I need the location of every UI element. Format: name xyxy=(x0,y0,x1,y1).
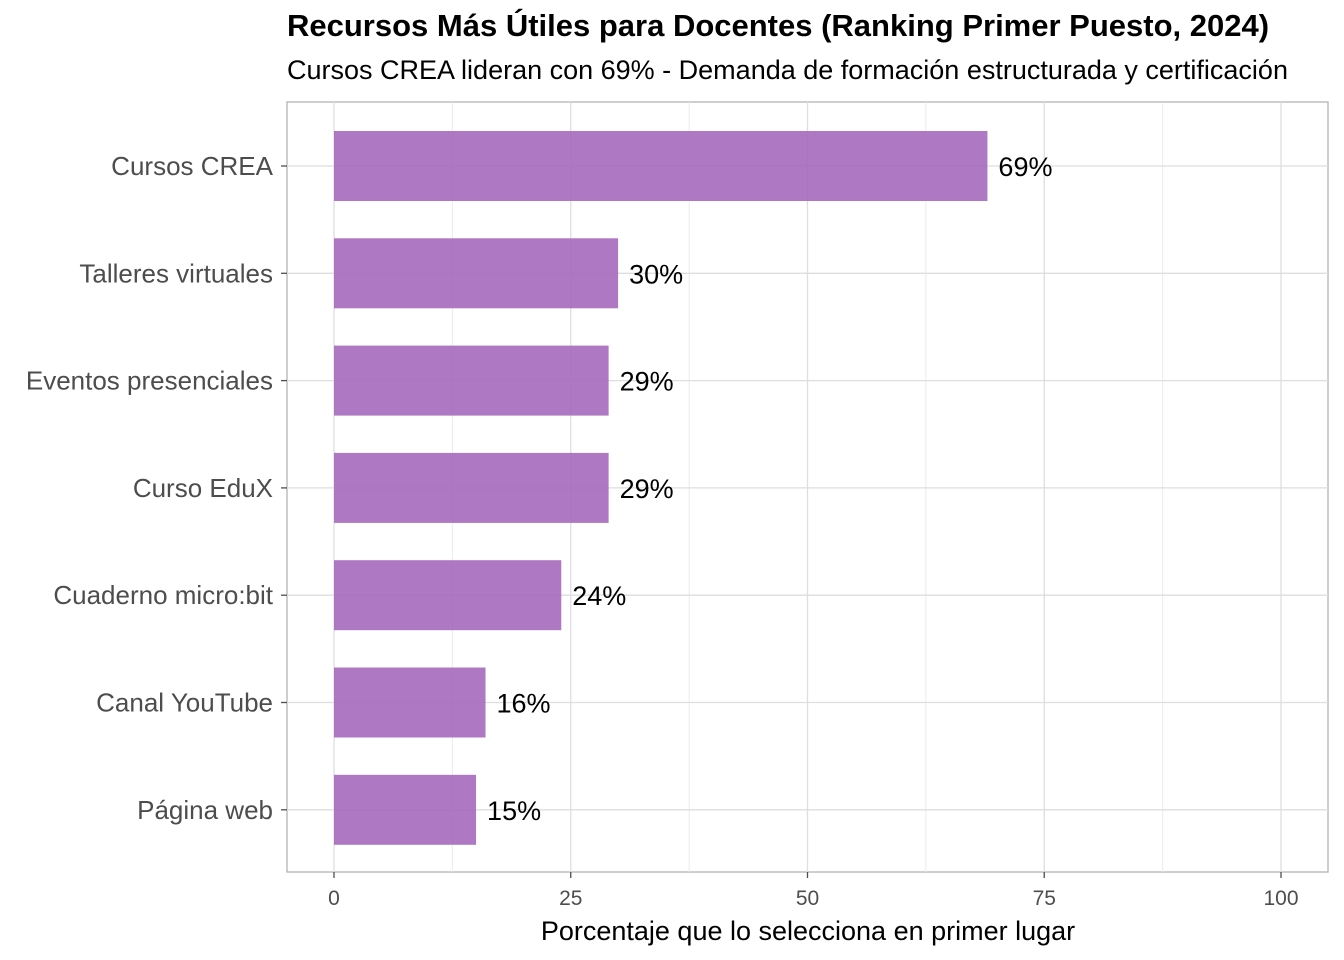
bar xyxy=(334,667,486,738)
category-label: Cursos CREA xyxy=(111,151,273,181)
category-label: Página web xyxy=(137,795,273,825)
x-tick-label: 25 xyxy=(559,887,582,910)
category-labels: Cursos CREA Talleres virtuales Eventos pre… xyxy=(26,151,287,825)
bar xyxy=(334,560,562,631)
value-label: 29% xyxy=(620,474,674,504)
value-label: 16% xyxy=(497,689,551,719)
x-axis-ticks: 0 25 50 75 100 xyxy=(328,872,1299,910)
x-tick-label: 0 xyxy=(328,887,340,910)
bar xyxy=(334,238,619,309)
x-tick-label: 50 xyxy=(796,887,819,910)
chart-title: Recursos Más Útiles para Docentes (Ranki… xyxy=(287,8,1270,43)
value-label: 29% xyxy=(620,367,674,397)
category-label: Eventos presenciales xyxy=(26,366,273,396)
bar xyxy=(334,774,477,845)
x-tick-label: 100 xyxy=(1263,887,1298,910)
category-label: Cuaderno micro:bit xyxy=(53,580,273,610)
value-label: 30% xyxy=(629,259,683,289)
value-labels: 69% 30% 29% 29% 24% 16% 15% xyxy=(487,152,1052,826)
chart-subtitle: Cursos CREA lideran con 69% - Demanda de… xyxy=(287,55,1288,85)
value-label: 15% xyxy=(487,796,541,826)
category-label: Canal YouTube xyxy=(96,688,273,718)
category-label: Curso EduX xyxy=(133,473,273,503)
category-label: Talleres virtuales xyxy=(79,258,273,288)
bars xyxy=(334,131,988,845)
bar xyxy=(334,452,609,523)
x-tick-label: 75 xyxy=(1033,887,1056,910)
value-label: 24% xyxy=(572,581,626,611)
bar xyxy=(334,131,988,201)
x-axis-title: Porcentaje que lo selecciona en primer l… xyxy=(541,916,1075,946)
value-label: 69% xyxy=(998,152,1052,182)
bar xyxy=(334,345,609,416)
